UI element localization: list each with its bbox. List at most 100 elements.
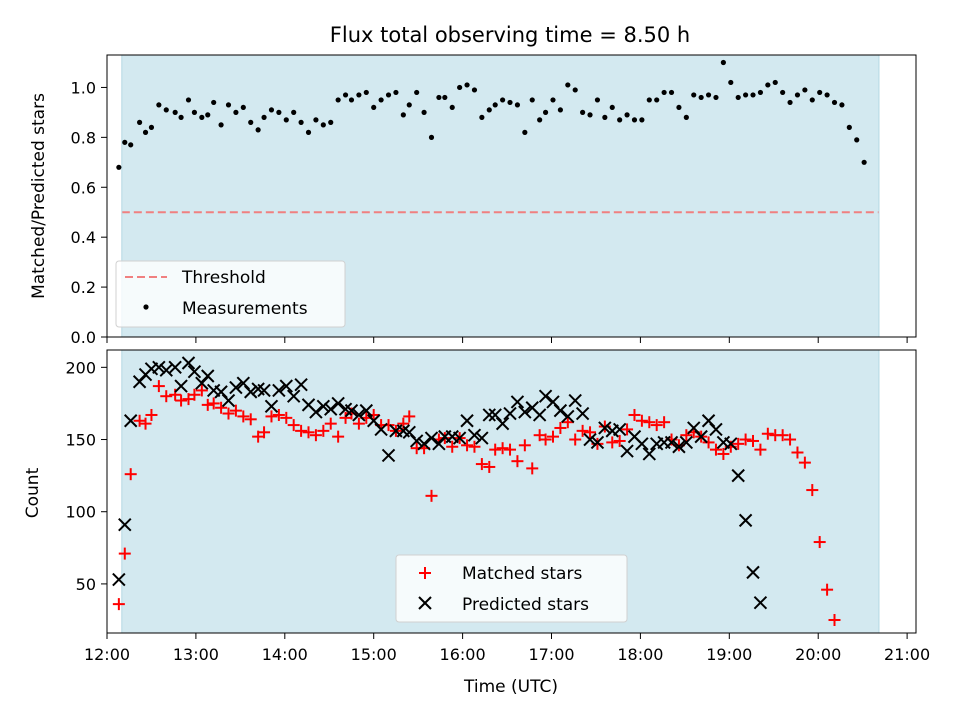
count-legend-predicted-swatch — [418, 596, 432, 610]
matched-stars-point — [584, 426, 597, 439]
matched-stars-point — [643, 416, 656, 429]
predicted-stars-point — [452, 431, 467, 445]
measurement-point — [371, 104, 377, 111]
measurement-point — [817, 89, 823, 96]
measurement-point — [735, 94, 741, 101]
predicted-stars-point — [664, 435, 679, 450]
matched-stars-point — [475, 458, 488, 471]
measurement-point — [276, 109, 282, 115]
figure-title: Flux total observing time = 8.50 h — [330, 23, 690, 47]
count-legend-predicted-label: Predicted stars — [462, 595, 589, 615]
measurement-point — [172, 109, 178, 115]
predicted-stars-point — [518, 405, 532, 419]
predicted-stars-point — [344, 403, 359, 418]
predicted-stars-point — [553, 403, 568, 418]
predicted-stars-point — [679, 435, 694, 450]
predicted-stars-point — [510, 395, 525, 409]
measurement-point — [342, 92, 349, 98]
measurement-point — [328, 119, 334, 125]
measurement-point — [765, 82, 771, 88]
predicted-stars-point — [409, 434, 424, 448]
matched-stars-point — [265, 410, 278, 423]
measurement-point — [587, 112, 593, 118]
measurement-point — [421, 109, 427, 115]
measurement-point — [178, 114, 184, 120]
measurement-point — [691, 92, 697, 98]
predicted-stars-point — [635, 437, 649, 451]
measurement-point — [356, 92, 362, 98]
matched-stars-point — [496, 442, 509, 455]
measurement-point — [320, 122, 326, 128]
predicted-stars-point — [495, 416, 510, 431]
measurement-point — [602, 114, 608, 120]
y-tick-label: 200 — [65, 358, 96, 377]
matched-stars-point — [332, 430, 345, 443]
matched-stars-point — [554, 421, 567, 434]
matched-stars-point — [821, 583, 834, 596]
ratio-panel-frame — [106, 54, 917, 338]
ratio-panel-ylabel: Matched/Predicted stars — [29, 93, 49, 299]
matched-stars-point — [280, 411, 293, 424]
measurement-point — [522, 129, 528, 135]
matched-stars-point — [717, 447, 730, 460]
measurement-point — [385, 92, 392, 98]
measurement-point — [557, 107, 563, 113]
y-tick-label: 100 — [65, 503, 96, 522]
ratio-legend-measurements-label: Measurements — [182, 299, 308, 319]
matched-stars-point — [207, 397, 220, 410]
matched-stars-point — [446, 440, 459, 453]
measurement-point — [668, 89, 675, 96]
x-tick-label: 13:00 — [173, 645, 219, 664]
measurement-point — [363, 89, 369, 96]
predicted-stars-point — [264, 399, 279, 414]
predicted-stars-point — [575, 406, 590, 421]
matched-stars-point — [201, 398, 214, 411]
x-tick-label: 21:00 — [884, 645, 930, 664]
matched-stars-point — [302, 426, 315, 439]
matched-stars-point — [504, 443, 517, 456]
matched-stars-point — [229, 404, 242, 417]
measurement-point — [661, 89, 667, 96]
measurement-point — [698, 94, 704, 101]
measurement-point — [728, 79, 734, 86]
measurement-point — [268, 107, 275, 113]
measurement-point — [457, 84, 463, 91]
measurement-point — [639, 117, 645, 123]
measurement-point — [846, 124, 852, 130]
measurement-point — [142, 129, 149, 135]
predicted-stars-point — [324, 402, 338, 416]
matched-stars-point — [309, 429, 322, 442]
measurement-point — [565, 82, 571, 88]
predicted-stars-point — [424, 431, 439, 445]
matched-stars-point — [776, 429, 789, 442]
measurement-point — [378, 97, 384, 103]
measurement-point — [529, 97, 535, 103]
predicted-stars-point — [159, 363, 173, 377]
measurement-point — [335, 97, 341, 103]
predicted-stars-point — [561, 409, 575, 424]
matched-stars-point — [658, 416, 671, 429]
predicted-stars-point — [538, 389, 553, 403]
predicted-stars-point — [460, 414, 474, 428]
y-tick-label: 0.2 — [71, 278, 96, 297]
matched-stars-point — [112, 598, 125, 611]
matched-stars-point — [613, 434, 626, 447]
measurement-point — [199, 114, 205, 120]
matched-stars-point — [145, 408, 158, 421]
predicted-stars-point — [168, 360, 182, 375]
x-tick-label: 19:00 — [706, 645, 752, 664]
measurement-point — [436, 94, 442, 101]
measurement-point — [414, 89, 420, 96]
predicted-stars-point — [724, 437, 738, 451]
measurement-point — [537, 117, 543, 123]
predicted-stars-point — [746, 565, 760, 580]
matched-stars-point — [258, 426, 271, 439]
measurement-point — [750, 92, 756, 98]
measurement-point — [116, 164, 122, 170]
x-tick-label: 18:00 — [617, 645, 663, 664]
predicted-stars-point — [352, 408, 366, 422]
matched-stars-point — [739, 433, 752, 446]
measurement-point — [163, 107, 169, 113]
measurement-point — [255, 127, 261, 133]
measurement-point — [787, 99, 793, 106]
